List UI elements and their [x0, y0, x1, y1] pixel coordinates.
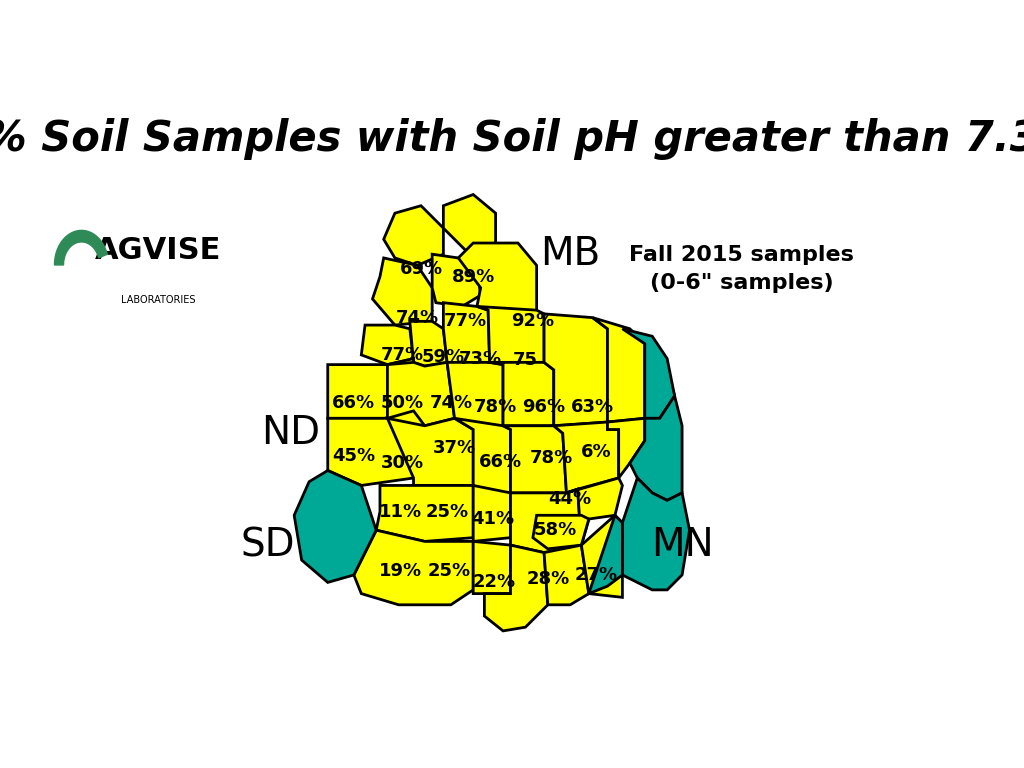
Polygon shape [384, 206, 443, 266]
Text: 30%: 30% [381, 454, 424, 472]
Text: 75: 75 [513, 351, 538, 369]
Text: 19%: 19% [379, 562, 422, 581]
Text: 63%: 63% [571, 398, 614, 416]
Polygon shape [623, 478, 689, 590]
Polygon shape [589, 515, 623, 594]
Text: 11%: 11% [379, 503, 422, 521]
Polygon shape [387, 362, 455, 425]
Polygon shape [443, 303, 489, 366]
Text: 28%: 28% [526, 570, 569, 588]
Polygon shape [443, 194, 496, 258]
Text: MB: MB [540, 235, 600, 273]
Polygon shape [455, 419, 511, 493]
Text: MN: MN [651, 526, 714, 564]
Text: 6%: 6% [581, 443, 611, 461]
Polygon shape [328, 411, 425, 485]
Text: 92%: 92% [511, 313, 554, 330]
Text: 74%: 74% [429, 395, 472, 412]
Polygon shape [582, 515, 623, 598]
Polygon shape [447, 362, 503, 429]
Polygon shape [459, 243, 537, 318]
Polygon shape [294, 471, 376, 582]
Polygon shape [361, 325, 414, 365]
Polygon shape [630, 396, 682, 501]
Text: 45%: 45% [333, 447, 376, 465]
Polygon shape [489, 362, 554, 425]
Polygon shape [566, 478, 623, 545]
Text: 44%: 44% [549, 490, 592, 508]
Text: 78%: 78% [474, 398, 517, 416]
Polygon shape [593, 318, 645, 422]
Text: 73%: 73% [459, 349, 502, 368]
Polygon shape [376, 485, 473, 541]
Text: 77%: 77% [444, 313, 487, 330]
Text: 50%: 50% [381, 395, 424, 412]
Polygon shape [532, 515, 589, 549]
Polygon shape [607, 419, 645, 478]
Polygon shape [54, 230, 108, 265]
Polygon shape [328, 359, 414, 419]
Text: 69%: 69% [399, 260, 442, 278]
Text: 22%: 22% [472, 574, 516, 591]
Text: 77%: 77% [381, 346, 424, 364]
Polygon shape [511, 489, 582, 553]
Text: 41%: 41% [471, 510, 514, 528]
Text: 25%: 25% [428, 562, 471, 581]
Polygon shape [373, 258, 432, 325]
Polygon shape [473, 541, 511, 594]
Text: AGVISE: AGVISE [95, 236, 221, 265]
Text: 96%: 96% [522, 398, 565, 416]
Text: LABORATORIES: LABORATORIES [121, 294, 196, 305]
Text: Fall 2015 samples
(0-6" samples): Fall 2015 samples (0-6" samples) [630, 245, 854, 293]
Polygon shape [484, 545, 548, 631]
Text: 74%: 74% [395, 309, 439, 326]
Polygon shape [473, 485, 511, 541]
Polygon shape [544, 545, 589, 605]
Polygon shape [477, 306, 544, 362]
Text: 89%: 89% [452, 267, 495, 286]
Text: 66%: 66% [333, 395, 376, 412]
Polygon shape [432, 254, 480, 306]
Polygon shape [410, 321, 447, 366]
Polygon shape [554, 422, 618, 493]
Text: SD: SD [241, 526, 295, 564]
Text: 78%: 78% [529, 449, 573, 467]
Text: 27%: 27% [574, 566, 617, 584]
Text: 59%: 59% [422, 348, 465, 366]
Text: ND: ND [261, 414, 319, 452]
Text: 58%: 58% [534, 521, 577, 539]
Text: 66%: 66% [479, 452, 522, 471]
Polygon shape [503, 425, 566, 493]
Text: 37%: 37% [433, 439, 476, 457]
Polygon shape [354, 530, 473, 605]
Polygon shape [544, 314, 607, 425]
Polygon shape [623, 329, 675, 419]
Text: % Soil Samples with Soil pH greater than 7.3: % Soil Samples with Soil pH greater than… [0, 118, 1024, 160]
Text: 25%: 25% [426, 503, 469, 521]
Polygon shape [387, 419, 473, 485]
